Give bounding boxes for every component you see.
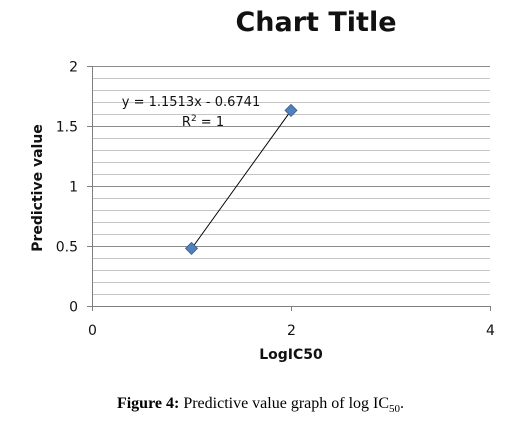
chart-title: Chart Title [235, 7, 396, 38]
caption-text: Predictive value graph of log IC [179, 395, 390, 412]
y-tick-label: 1 [69, 180, 78, 196]
x-tick-label: 2 [287, 323, 296, 339]
chart: Chart Title 0 0.5 1 1.5 2 0 2 4 y = 1.1513x - … [30, 7, 495, 363]
y-tick-label: 0 [69, 300, 78, 316]
caption-label: Figure 4: [116, 395, 180, 412]
caption-subscript: 50 [389, 403, 401, 416]
r2-superscript: 2 [191, 114, 197, 124]
trendline [191, 110, 292, 250]
y-axis-label: Predictive value [30, 124, 46, 252]
chart-svg: Chart Title 0 0.5 1 1.5 2 0 2 4 y = 1.1513x - … [30, 7, 495, 363]
caption-end: . [400, 395, 405, 412]
x-tick-label: 0 [88, 323, 97, 339]
axes [87, 66, 491, 311]
x-tick-labels: 0 2 4 [88, 323, 495, 339]
r-squared-label: R2 = 1 [182, 114, 224, 130]
y-tick-label: 1.5 [56, 120, 78, 136]
y-tick-label: 2 [69, 60, 78, 76]
x-tick-label: 4 [486, 323, 495, 339]
trendline-equation: y = 1.1513x - 0.6741 [122, 95, 260, 110]
r2-suffix: = 1 [197, 115, 224, 130]
trendline-line [191, 110, 292, 250]
data-point [184, 241, 199, 255]
gridlines [92, 66, 490, 295]
figure-caption: Figure 4: Predictive value graph of log … [0, 395, 521, 415]
x-axis-label: LogIC50 [259, 347, 323, 363]
data-point [284, 103, 298, 117]
r2-prefix: R [182, 115, 191, 130]
y-tick-label: 0.5 [56, 240, 78, 256]
y-tick-labels: 0 0.5 1 1.5 2 [56, 60, 78, 316]
data-points [184, 103, 298, 255]
